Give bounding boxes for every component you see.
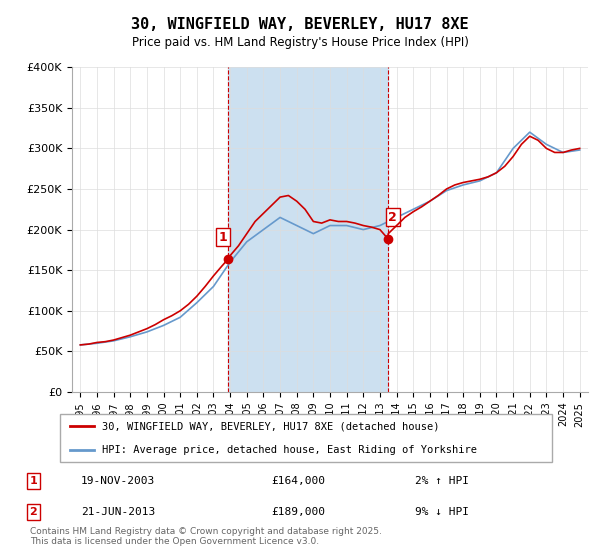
Text: Price paid vs. HM Land Registry's House Price Index (HPI): Price paid vs. HM Land Registry's House … bbox=[131, 36, 469, 49]
Text: 19-NOV-2003: 19-NOV-2003 bbox=[81, 476, 155, 486]
Text: 1: 1 bbox=[29, 476, 37, 486]
Text: 2: 2 bbox=[388, 211, 397, 223]
Bar bbox=[229, 67, 388, 392]
Text: Contains HM Land Registry data © Crown copyright and database right 2025.
This d: Contains HM Land Registry data © Crown c… bbox=[30, 526, 382, 546]
Text: 30, WINGFIELD WAY, BEVERLEY, HU17 8XE (detached house): 30, WINGFIELD WAY, BEVERLEY, HU17 8XE (d… bbox=[102, 421, 439, 431]
FancyBboxPatch shape bbox=[60, 414, 552, 462]
Text: 9% ↓ HPI: 9% ↓ HPI bbox=[415, 507, 469, 517]
Text: 2: 2 bbox=[29, 507, 37, 517]
Text: 21-JUN-2013: 21-JUN-2013 bbox=[81, 507, 155, 517]
Text: 1: 1 bbox=[219, 231, 227, 244]
Text: 2% ↑ HPI: 2% ↑ HPI bbox=[415, 476, 469, 486]
Text: 30, WINGFIELD WAY, BEVERLEY, HU17 8XE: 30, WINGFIELD WAY, BEVERLEY, HU17 8XE bbox=[131, 17, 469, 32]
Text: £189,000: £189,000 bbox=[271, 507, 325, 517]
Text: HPI: Average price, detached house, East Riding of Yorkshire: HPI: Average price, detached house, East… bbox=[102, 445, 477, 455]
Text: £164,000: £164,000 bbox=[271, 476, 325, 486]
